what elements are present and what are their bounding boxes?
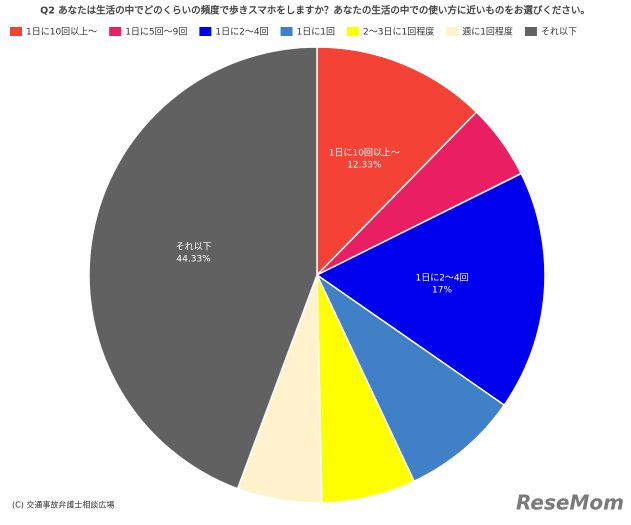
source: (C) 交通事故弁護士相談広場 [12,500,114,510]
legend-label: 1日に2～4回 [215,27,268,38]
slice-category-label: 1日に2～4回 [415,273,468,284]
legend-label: 2～3日に1回程度 [363,26,434,38]
logo: ReseMom [516,491,624,515]
legend-swatch [446,27,459,36]
pie-slice [315,272,506,483]
legend-label: 1日に5回～9回 [125,27,187,38]
slice-category-label: 1日に10回以上～ [329,147,400,158]
pie-slice [316,46,478,277]
legend-swatch [10,27,22,36]
data-label: 44.33% [176,254,211,264]
data-label: 12.33% [347,160,382,170]
legend-swatch [199,27,212,36]
pie-slice [315,172,546,407]
legend-label: 1日に10回以上～ [26,27,97,38]
legend-label: それ以下 [541,27,577,38]
slice-category-label: それ以下 [176,241,212,252]
chart-title: Q2 あなたは生活の中でどのくらいの頻度で歩きスマホをしますか？あなたの生活の中… [40,5,590,17]
pie-slice [88,46,318,490]
legend-swatch [347,27,360,36]
legend-label: 1日に1回 [297,27,335,38]
data-label: 17% [432,286,452,296]
legend-swatch [280,27,293,36]
legend-label: 週に1回程度 [462,26,513,38]
legend-swatch [524,27,537,36]
legend-swatch [109,27,122,36]
